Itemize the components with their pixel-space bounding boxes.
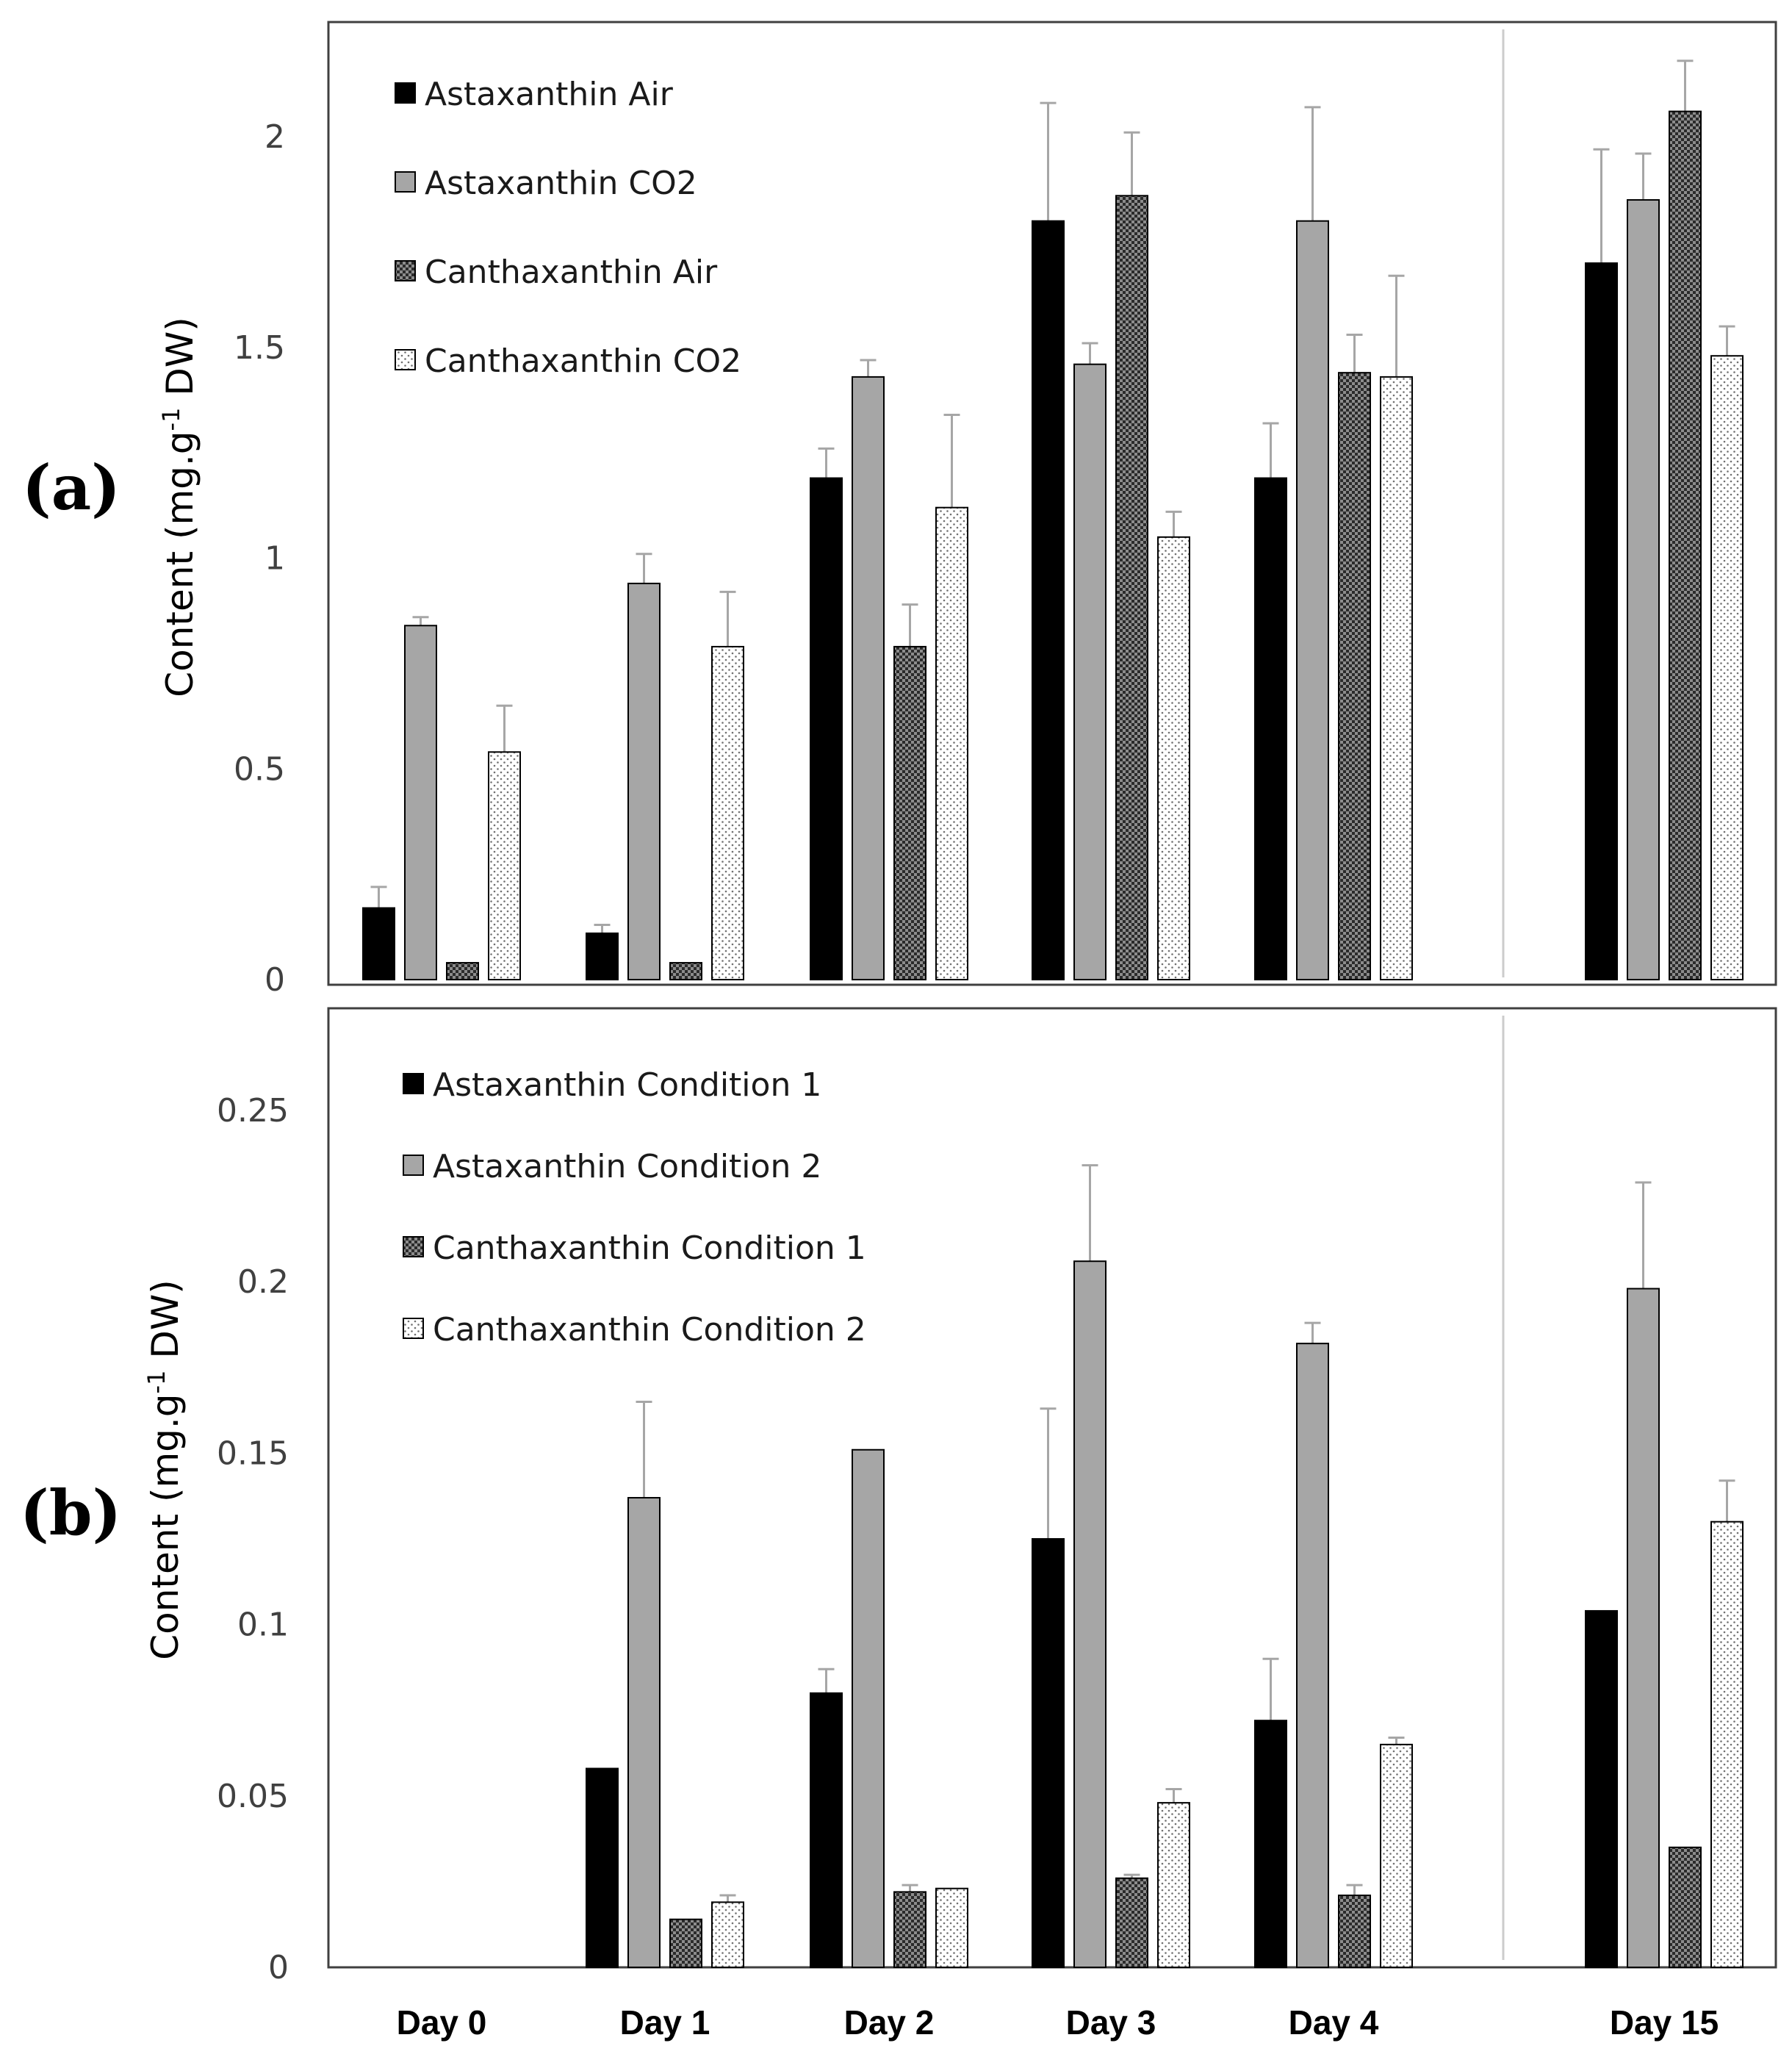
y-axis-label-unit: DW) (144, 1279, 187, 1370)
y-tick-label: 0.25 (217, 1092, 289, 1130)
legend-label: Astaxanthin Condition 2 (433, 1148, 821, 1185)
y-tick-label: 0.2 (237, 1263, 289, 1301)
bar (1073, 363, 1106, 980)
bar (893, 1891, 926, 1969)
y-axis-label-main: Content (mg.g (144, 1393, 187, 1659)
bar (362, 907, 395, 981)
bar (627, 582, 661, 980)
bar (852, 376, 885, 980)
bar (586, 1767, 619, 1969)
bar (1585, 1609, 1618, 1969)
x-category-label: Day 1 (620, 2003, 710, 2042)
bar (1669, 1846, 1702, 1969)
bar (669, 962, 702, 981)
bar (1710, 1521, 1744, 1968)
bar (1710, 355, 1744, 981)
legend-label: Canthaxanthin Air (425, 254, 718, 291)
bar (1585, 262, 1618, 980)
panel-label: (b) (20, 1476, 121, 1549)
bar (1157, 1802, 1190, 1968)
bar (586, 932, 619, 981)
bar (1296, 220, 1329, 981)
x-category-label: Day 3 (1066, 2003, 1156, 2042)
x-category-label: Day 4 (1289, 2003, 1379, 2042)
bar (488, 751, 521, 980)
bar (1338, 1895, 1371, 1968)
bar (810, 477, 843, 980)
y-tick-label: 0.5 (234, 750, 285, 788)
bar (1669, 110, 1702, 981)
y-axis-label: Content (mg.g-1 DW) (143, 1279, 187, 1660)
bar (810, 1692, 843, 1968)
y-tick-label: 1 (265, 540, 285, 578)
legend-swatch (395, 82, 416, 104)
bar (1380, 376, 1413, 980)
bar (627, 1497, 661, 1968)
bar (852, 1448, 885, 1968)
bar (1338, 372, 1371, 981)
legend-swatch (403, 1236, 424, 1257)
bar (711, 645, 744, 980)
bar (1380, 1743, 1413, 1969)
chart-panel-a: 0 0.5 1 1.5 2 Content (mg.g-1 DW) (a) Astaxanth… (22, 21, 1777, 999)
bar (1296, 1343, 1329, 1968)
bar (1115, 195, 1148, 980)
bar (1032, 1538, 1065, 1968)
x-category-label: Day 0 (397, 2003, 487, 2042)
bar (1073, 1260, 1106, 1968)
y-tick-label: 2 (265, 118, 285, 156)
y-axis-label-main: Content (mg.g (159, 431, 201, 697)
legend-swatch (403, 1073, 424, 1094)
legend-swatch (395, 260, 416, 281)
bar (446, 962, 479, 981)
plot-frame (327, 21, 1777, 986)
legend-label: Astaxanthin CO2 (425, 165, 697, 202)
legend-swatch (403, 1155, 424, 1176)
y-axis-label-unit: DW) (159, 317, 201, 407)
bar (893, 645, 926, 980)
legend-label: Canthaxanthin CO2 (425, 342, 741, 380)
legend-label: Astaxanthin Air (425, 76, 674, 113)
bar (1115, 1877, 1148, 1969)
y-tick-label: 0 (268, 1949, 289, 1986)
y-axis-label-superscript: -1 (157, 408, 185, 431)
bar (1627, 1288, 1660, 1968)
bar (1254, 1720, 1287, 1968)
bar (935, 1887, 968, 1969)
y-axis-label: Content (mg.g-1 DW) (157, 317, 201, 697)
legend-label: Canthaxanthin Condition 1 (433, 1229, 866, 1267)
legend-swatch (395, 171, 416, 193)
panel-label: (a) (22, 451, 120, 524)
y-axis-label-superscript: -1 (143, 1371, 170, 1394)
x-category-label: Day 2 (844, 2003, 935, 2042)
bar (711, 1901, 744, 1969)
y-tick-label: 0.05 (217, 1778, 289, 1815)
x-category-label: Day 15 (1610, 2003, 1719, 2042)
legend-swatch (403, 1318, 424, 1339)
legend-swatch (395, 349, 416, 370)
bar (404, 625, 437, 980)
y-tick-label: 1.5 (234, 329, 285, 367)
y-tick-label: 0.1 (237, 1606, 289, 1644)
bar (935, 506, 968, 980)
chart-panel-b: 0 0.05 0.1 0.15 0.2 0.25 Content (mg.g-1 DW) (b… (20, 1007, 1777, 1986)
bar (1157, 536, 1190, 980)
bar (1627, 199, 1660, 980)
y-tick-label: 0.15 (217, 1435, 289, 1472)
y-tick-label: 0 (265, 961, 285, 999)
legend-label: Astaxanthin Condition 1 (433, 1066, 821, 1104)
bar (1032, 220, 1065, 981)
bar (1254, 477, 1287, 980)
legend-label: Canthaxanthin Condition 2 (433, 1311, 866, 1349)
bar (669, 1918, 702, 1969)
